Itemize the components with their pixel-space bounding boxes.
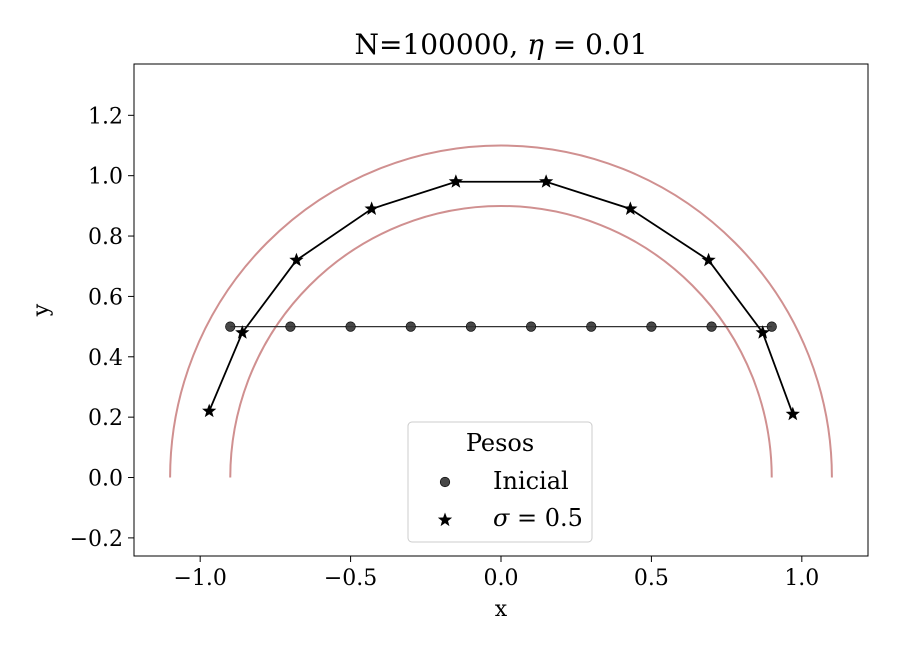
x-tick-label-4: 1.0: [784, 566, 819, 591]
y-tick-label-4: 0.6: [88, 285, 123, 310]
legend-marker-inicial: [439, 476, 451, 488]
chart-title: N=100000, η = 0.01: [354, 28, 647, 61]
point-sigma-7: [701, 252, 716, 267]
title-value: = 0.01: [544, 28, 648, 61]
y-tick-label-6: 1.0: [88, 165, 123, 190]
point-sigma-8: [755, 325, 770, 339]
y-tick-label-0: −0.2: [70, 527, 123, 552]
y-tick-label-1: 0.0: [88, 467, 123, 492]
point-inicial-0: [225, 321, 236, 332]
series-line-1: [208, 180, 794, 415]
x-axis: −1.0 −0.5 0.0 0.5 1.0: [173, 556, 819, 591]
point-sigma-9: [785, 406, 800, 421]
y-tick-label-2: 0.2: [88, 406, 123, 431]
legend-label-inicial: Inicial: [493, 467, 569, 495]
point-sigma-0: [202, 403, 217, 418]
point-inicial-3: [405, 321, 416, 332]
point-sigma-4: [448, 174, 464, 188]
point-inicial-6: [586, 321, 597, 332]
point-sigma-5: [538, 174, 554, 188]
title-symbol: η: [527, 28, 544, 61]
x-tick-label-2: 0.0: [484, 566, 519, 591]
x-tick-label-3: 0.5: [634, 566, 669, 591]
point-inicial-8: [706, 321, 717, 332]
point-inicial-2: [345, 321, 356, 332]
point-inicial-4: [465, 321, 477, 332]
x-tick-label-1: −0.5: [324, 566, 377, 591]
point-inicial-5: [525, 321, 537, 332]
arcs-layer: [169, 144, 833, 478]
legend-sigma-value: = 0.5: [509, 504, 583, 532]
x-tick-label-0: −1.0: [173, 566, 226, 591]
point-sigma-2: [289, 252, 304, 267]
series-layer: [202, 174, 800, 421]
y-axis-label: y: [29, 303, 54, 317]
legend-sigma-symbol: σ: [493, 504, 510, 532]
y-tick-label-3: 0.4: [88, 346, 123, 371]
y-tick-label-7: 1.2: [88, 104, 123, 129]
point-sigma-6: [623, 201, 638, 215]
legend: Pesos Inicial σ = 0.5: [407, 421, 593, 543]
point-inicial-7: [646, 321, 657, 332]
legend-title: Pesos: [466, 429, 534, 457]
title-plain: N=100000,: [354, 28, 527, 61]
point-inicial-9: [766, 321, 777, 332]
point-sigma-1: [235, 325, 250, 339]
legend-label-sigma: σ = 0.5: [493, 504, 583, 532]
point-sigma-3: [364, 201, 379, 215]
legend-marker-sigma: [437, 512, 453, 527]
y-axis: −0.2 0.0 0.2 0.4 0.6 0.8 1.0 1.2: [70, 104, 134, 552]
legend-box: [407, 421, 593, 543]
y-tick-label-5: 0.8: [88, 225, 123, 250]
point-inicial-1: [285, 321, 296, 332]
arc-r-1: [229, 204, 773, 478]
x-axis-label: x: [495, 597, 508, 622]
arc-r-0: [169, 144, 833, 478]
